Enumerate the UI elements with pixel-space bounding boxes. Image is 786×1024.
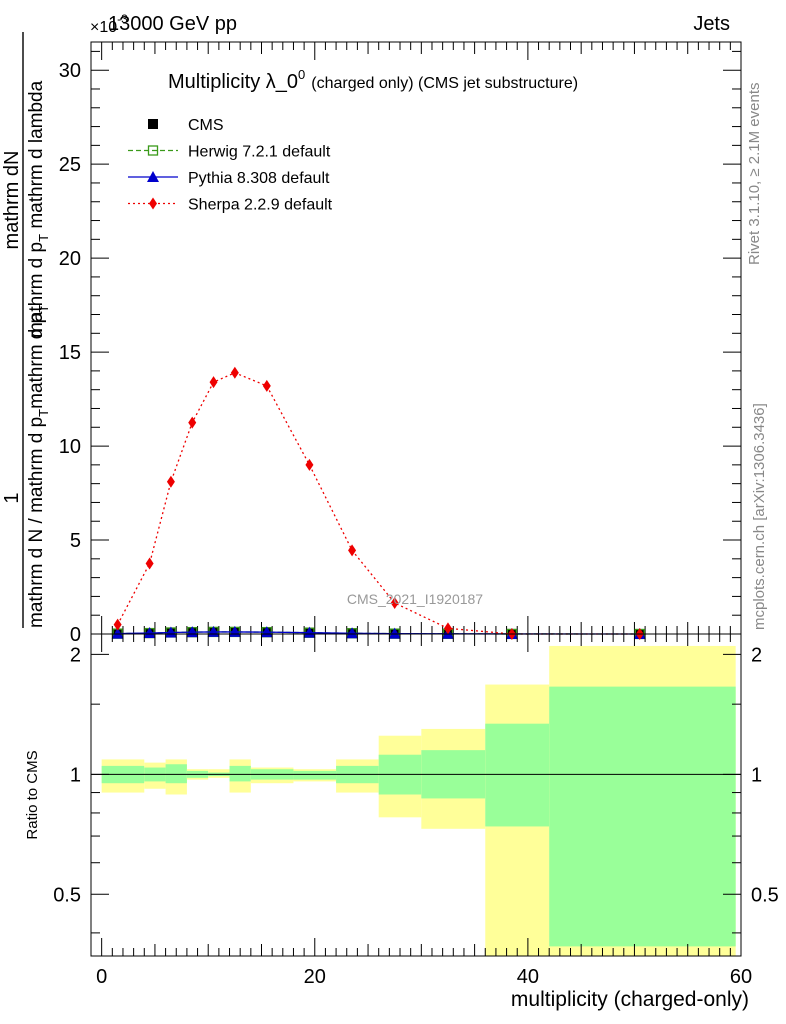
ratio-x-tick-label: 60 (730, 966, 752, 988)
main-y-tick-label: 0 (70, 624, 81, 646)
mcplots-label: mcplots.cern.ch [arXiv:1306.3436] (751, 403, 768, 630)
series-3-point (209, 376, 218, 389)
watermark: CMS_2021_I1920187 (347, 591, 483, 607)
series-2-point (303, 626, 316, 638)
ratio-y-tick-label-right: 1 (751, 764, 762, 786)
series-3-point (262, 379, 271, 392)
x-axis-label: multiplicity (charged-only) (511, 988, 749, 1011)
main-y-tick-label: 20 (59, 248, 81, 270)
exponent-base: ×10 (90, 19, 117, 36)
ratio-y-tick-label: 0.5 (53, 884, 81, 906)
ratio-panel: 0.5 0.5 1 1 2 2 0 20 40 60 (53, 633, 779, 988)
y-label-den: mathrm d pT mathrm d lambda (26, 80, 51, 338)
ratio-y-tick-label-right: 2 (751, 644, 762, 666)
y-label-pre-den-sub: T (36, 409, 51, 417)
process-label: Jets (693, 13, 730, 35)
series-2-point (143, 627, 156, 639)
ratio-y-tick-label: 1 (70, 764, 81, 786)
ratio-y-tick-label: 2 (70, 644, 81, 666)
y-label-pre-num: 1 (1, 492, 23, 503)
legend-marker (147, 145, 159, 156)
series-3-point (348, 544, 357, 557)
ratio-band-inner (485, 723, 550, 827)
series-3-point (188, 416, 197, 429)
y-label-den-rest: mathrm d lambda (26, 80, 47, 234)
main-panel: 0 5 10 15 20 25 30 (59, 41, 742, 646)
legend-label: Sherpa 2.2.9 default (188, 197, 333, 214)
ratio-y-tick-label-right: 0.5 (751, 884, 779, 906)
ratio-band-inner (293, 770, 337, 780)
series-3-point (113, 618, 122, 631)
series-2-point (388, 627, 401, 639)
series-2-point (346, 627, 359, 639)
legend-marker (148, 119, 158, 129)
main-title-sup: 0 (298, 67, 305, 82)
series-3-point (305, 458, 314, 471)
series-3-point (390, 596, 399, 609)
legend: CMS Herwig 7.2.1 default Pythia 8.308 defa… (128, 117, 333, 214)
main-y-tick-label: 5 (70, 530, 81, 552)
series-2-point (111, 627, 124, 639)
series-3-point (145, 557, 154, 570)
y-label-pre-den-main: mathrm d N / mathrm d p (26, 417, 47, 628)
main-y-tick-label: 10 (59, 436, 81, 458)
main-title-text: Multiplicity λ_0 (168, 71, 298, 93)
main-y-tick-label: 30 (59, 60, 81, 82)
main-y-tick-label: 25 (59, 154, 81, 176)
ratio-x-tick-label: 20 (304, 966, 326, 988)
y-label-pre-den-sub2: T (36, 305, 51, 313)
legend-marker (149, 197, 157, 210)
y-label-den-main: mathrm d p (26, 242, 47, 338)
y-label-den-sub: T (36, 234, 51, 242)
legend-label: Herwig 7.2.1 default (188, 144, 331, 161)
rivet-label: Rivet 3.1.10, ≥ 2.1M events (746, 83, 763, 266)
main-title: Multiplicity λ_00 (charged only) (CMS jet… (168, 67, 578, 93)
exponent-label: ×10-3 (90, 12, 128, 36)
y-label-pre-den: mathrm d N / mathrm d pTmathrm d pT (26, 305, 51, 628)
legend-marker (147, 171, 159, 182)
exponent-power: -3 (117, 12, 128, 26)
ratio-band-inner (549, 686, 736, 947)
ratio-band-inner (165, 764, 187, 784)
ratio-band-inner (229, 765, 251, 782)
main-y-label: 1 mathrm d N / mathrm d pTmathrm d pT ma… (1, 32, 51, 628)
main-title-small: (charged only) (CMS jet substructure) (311, 75, 578, 92)
ratio-x-ticks: 0 20 40 60 (90, 634, 752, 988)
ratio-x-tick-label: 0 (96, 966, 107, 988)
ratio-bands (101, 645, 736, 956)
y-label-num: mathrm dN (1, 151, 23, 250)
series-3-point (166, 475, 175, 488)
ratio-y-label: Ratio to CMS (24, 750, 41, 839)
series-2-point (164, 626, 177, 638)
main-y-ticks: 0 5 10 15 20 25 30 (59, 42, 742, 646)
series-3-point (443, 622, 452, 635)
ratio-frame (90, 633, 742, 957)
main-y-tick-label: 15 (59, 342, 81, 364)
series-3-point (230, 366, 239, 379)
legend-label: CMS (188, 117, 224, 134)
ratio-y-ticks: 0.5 0.5 1 1 2 2 (53, 644, 779, 934)
ratio-x-tick-label: 40 (517, 966, 539, 988)
legend-label: Pythia 8.308 default (188, 170, 330, 187)
y-label-pre-den-rest: mathrm d p (26, 313, 47, 409)
energy-label: 13000 GeV pp (108, 13, 237, 35)
